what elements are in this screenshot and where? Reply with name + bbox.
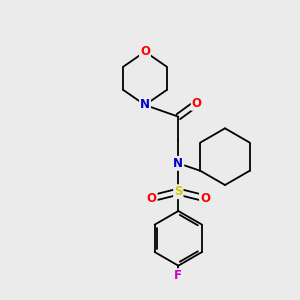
- Text: O: O: [147, 192, 157, 205]
- Text: O: O: [200, 192, 210, 205]
- Text: N: N: [140, 98, 150, 112]
- Text: F: F: [174, 269, 182, 282]
- Text: N: N: [173, 157, 183, 170]
- Text: S: S: [174, 185, 183, 198]
- Text: O: O: [192, 97, 202, 110]
- Text: O: O: [140, 45, 150, 58]
